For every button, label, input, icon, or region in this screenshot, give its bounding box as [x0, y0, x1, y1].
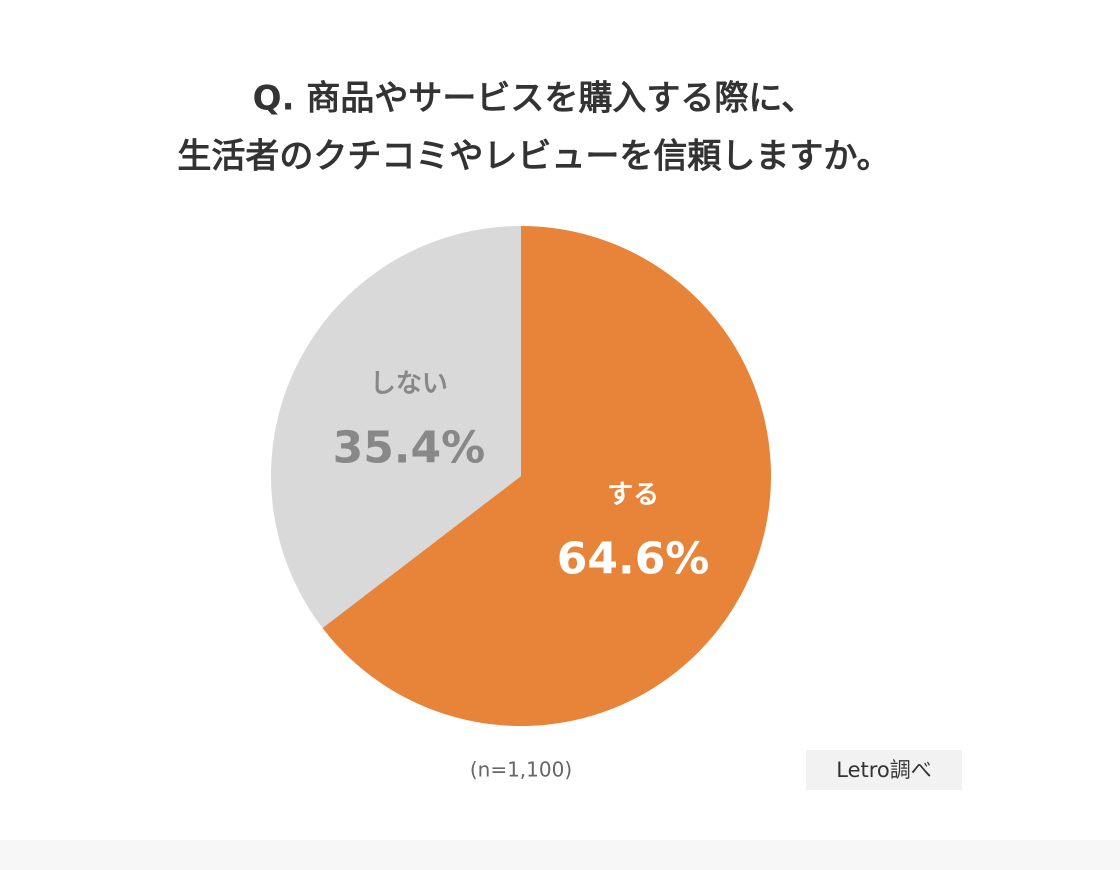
slice-value-label: 35.4%	[333, 423, 486, 474]
source: Letro調べ	[836, 758, 932, 782]
footer-strip	[0, 840, 1120, 870]
sample-note: (n=1,100)	[470, 758, 572, 782]
pie-slice	[271, 226, 521, 628]
slice-name: する	[607, 480, 659, 510]
pie	[271, 226, 772, 727]
source-box	[806, 750, 962, 790]
pie-slice	[322, 226, 772, 727]
slice-value-label: 64.6%	[557, 533, 710, 584]
chart-title: Q. 商品やサービスを購入する際に、	[253, 79, 816, 119]
slice-name: しない	[370, 369, 448, 399]
chart-title: 生活者のクチコミやレビューを信頼しますか。	[177, 137, 890, 177]
